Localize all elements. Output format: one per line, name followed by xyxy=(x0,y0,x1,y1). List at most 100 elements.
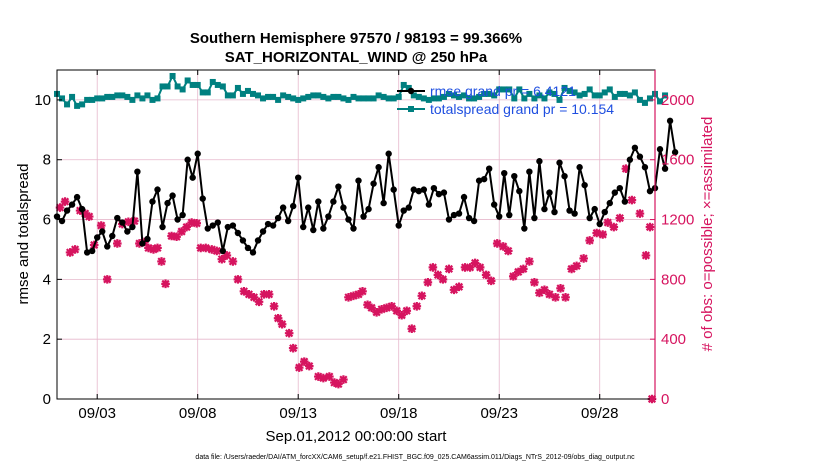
obs-marker xyxy=(481,270,491,280)
obs-marker xyxy=(130,216,139,226)
spread-point xyxy=(616,90,623,97)
obs-marker xyxy=(603,218,613,227)
obs-marker xyxy=(249,293,259,302)
spread-point xyxy=(430,95,437,102)
rmse-point xyxy=(611,189,618,196)
spread-point xyxy=(74,102,81,109)
obs-marker xyxy=(239,287,249,296)
rmse-point xyxy=(204,225,211,232)
obs-marker xyxy=(433,270,443,280)
rmse-point xyxy=(104,243,111,250)
spread-point xyxy=(390,95,397,102)
obs-marker xyxy=(334,379,343,389)
spread-point xyxy=(611,93,618,100)
spread-point xyxy=(144,92,151,99)
rmse-point xyxy=(194,150,201,157)
obs-marker xyxy=(514,267,523,277)
rmse-point xyxy=(300,223,307,231)
obs-marker xyxy=(465,263,475,272)
rmse-point xyxy=(646,187,654,195)
spread-point xyxy=(59,95,66,102)
rmse-point xyxy=(224,223,232,231)
spread-point xyxy=(295,96,302,103)
rmse-point xyxy=(621,198,629,205)
spread-point xyxy=(370,95,377,102)
obs-marker xyxy=(402,306,412,316)
spread-point xyxy=(300,95,307,102)
rmse-point xyxy=(124,228,131,235)
rmse-point xyxy=(295,174,302,181)
rmse-point xyxy=(264,220,272,228)
spread-point xyxy=(385,95,392,102)
spread-point xyxy=(305,93,312,100)
obs-marker xyxy=(407,324,417,334)
obs-marker xyxy=(454,282,464,292)
spread-point xyxy=(551,90,558,97)
spread-point xyxy=(320,93,327,100)
y-left-axis-label: rmse and totalspread xyxy=(15,164,32,305)
rmse-point xyxy=(501,169,508,177)
rmse-point xyxy=(561,172,568,180)
spread-point xyxy=(596,92,603,99)
rmse-point xyxy=(425,201,433,208)
obs-marker xyxy=(325,372,334,381)
rmse-point xyxy=(350,225,357,232)
obs-marker xyxy=(344,293,353,302)
rmse-point xyxy=(159,223,166,231)
obs-marker xyxy=(277,319,287,329)
obs-marker xyxy=(428,263,438,272)
obs-marker xyxy=(540,285,549,295)
rmse-point xyxy=(430,184,438,192)
x-tick-label: 09/08 xyxy=(179,405,217,422)
spread-point xyxy=(315,92,322,99)
spread-point xyxy=(531,95,538,102)
spread-point xyxy=(154,95,161,102)
obs-marker xyxy=(153,243,162,253)
spread-point xyxy=(400,81,407,88)
obs-marker xyxy=(349,291,358,301)
rmse-point xyxy=(320,225,327,232)
legend-rmse-marker xyxy=(407,87,415,95)
rmse-point xyxy=(88,247,96,255)
spread-point xyxy=(244,87,251,94)
obs-marker xyxy=(372,307,381,317)
rmse-point xyxy=(345,216,352,223)
spread-point xyxy=(184,77,191,84)
spread-point xyxy=(450,92,457,99)
spread-point xyxy=(169,72,176,79)
obs-marker xyxy=(627,195,637,205)
spread-point xyxy=(239,90,246,97)
rmse-point xyxy=(149,198,156,205)
obs-marker xyxy=(319,373,328,383)
spread-point xyxy=(124,93,131,100)
rmse-point xyxy=(516,187,523,195)
obs-marker xyxy=(519,264,528,274)
obs-marker xyxy=(382,303,391,313)
obs-marker xyxy=(222,251,232,260)
rmse-point xyxy=(410,186,417,193)
obs-marker xyxy=(417,291,427,301)
obs-marker xyxy=(470,258,480,268)
spread-point xyxy=(641,99,648,106)
spread-point xyxy=(561,84,568,91)
rmse-point xyxy=(164,199,171,207)
rmse-point xyxy=(174,216,181,223)
obs-marker xyxy=(254,297,264,307)
spread-point xyxy=(179,86,186,93)
spread-point xyxy=(380,93,387,100)
spread-point xyxy=(375,92,382,99)
rmse-point xyxy=(83,249,91,256)
spread-point xyxy=(255,92,262,99)
rmse-point xyxy=(385,150,392,157)
spread-point xyxy=(114,92,121,99)
rmse-point xyxy=(154,186,161,193)
y-left-tick-label: 0 xyxy=(43,391,51,408)
spread-point xyxy=(471,95,478,102)
spread-point xyxy=(636,96,643,103)
spread-point xyxy=(501,86,508,93)
spread-point xyxy=(199,89,206,96)
obs-marker xyxy=(65,248,75,257)
obs-marker xyxy=(269,301,279,311)
spread-point xyxy=(285,93,292,100)
rmse-point xyxy=(415,187,423,195)
